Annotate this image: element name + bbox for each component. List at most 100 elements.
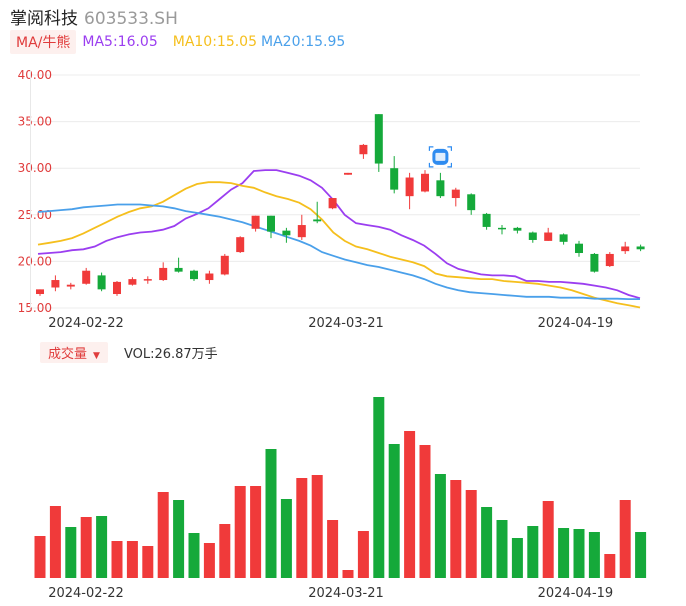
volume-bar [588, 532, 600, 578]
x-tick-label: 2024-03-21 [308, 316, 384, 331]
volume-bar [311, 475, 323, 578]
volume-bar [111, 541, 123, 578]
volume-bar [234, 486, 246, 578]
ma20-line [37, 203, 640, 301]
candle [297, 214, 306, 240]
x-tick-label: 2024-02-22 [48, 316, 124, 331]
candle-body [359, 144, 368, 155]
volume-readout: VOL:26.87万手 [123, 346, 218, 362]
candle-body [267, 215, 275, 232]
candle-body [159, 267, 168, 281]
volume-bar [604, 554, 616, 578]
x-tick-label: 2024-02-22 [48, 586, 124, 601]
candle-body [174, 267, 183, 272]
volume-bar [404, 431, 416, 578]
candle [344, 172, 352, 175]
candle-body [636, 246, 645, 250]
candle-body [143, 279, 152, 281]
candle [113, 280, 121, 296]
volume-legend-bar: 成交量 ▼ VOL:26.87万手 [40, 341, 218, 363]
candle-body [498, 227, 506, 230]
candle-body [575, 243, 583, 254]
volume-bar [542, 501, 554, 578]
volume-bar [327, 520, 339, 578]
volume-bar [203, 543, 215, 578]
price-candlestick-chart[interactable]: 40.00 35.00 30.00 25.00 20.00 15.002024-02-22… [0, 0, 686, 340]
candle [267, 215, 275, 239]
candle [559, 233, 568, 245]
candle-body [544, 232, 553, 241]
candle [544, 227, 553, 241]
candle-body [436, 180, 445, 197]
x-tick-label: 2024-04-19 [538, 586, 614, 601]
candle-body [528, 232, 537, 240]
candle-body [590, 253, 599, 272]
volume-bar [465, 490, 477, 578]
candle-body [513, 227, 522, 231]
candle [143, 276, 152, 284]
candle [390, 156, 399, 194]
candle [621, 241, 630, 254]
volume-bar [280, 499, 292, 578]
ma-toggle-button[interactable]: MA/牛熊 [10, 30, 77, 54]
candle-body [190, 270, 198, 280]
volume-bar [34, 536, 46, 578]
candle-body [297, 225, 306, 238]
candle-body [113, 281, 121, 295]
volume-bar [481, 507, 493, 578]
volume-bar [527, 526, 539, 578]
stock-name: 掌阅科技 [10, 9, 78, 29]
candle [590, 253, 599, 273]
volume-bar [450, 480, 462, 578]
candle [36, 289, 44, 296]
candle [498, 225, 506, 235]
badge-inner [435, 152, 446, 161]
volume-bar [434, 474, 446, 578]
candle-body [251, 215, 260, 229]
ma10-line [37, 181, 641, 309]
x-tick-label: 2024-04-19 [538, 316, 614, 331]
candle [97, 272, 106, 292]
volume-bar [635, 532, 647, 578]
candle-body [451, 189, 460, 199]
volume-bar [219, 524, 231, 578]
candle [236, 236, 245, 254]
candle-body [559, 234, 568, 242]
news-badge-icon[interactable] [428, 146, 452, 168]
volume-bar [619, 500, 631, 578]
candle-body [282, 230, 291, 236]
candle-body [482, 213, 491, 227]
volume-indicator-dropdown[interactable]: 成交量 ▼ [40, 341, 108, 363]
stock-title: 掌阅科技 603533.SH [10, 4, 178, 29]
candle-body [51, 280, 60, 288]
candle-body [97, 275, 106, 290]
volume-bar [296, 478, 308, 578]
candle [513, 226, 522, 234]
candle [528, 231, 537, 243]
volume-bar [419, 445, 431, 578]
candle [220, 253, 229, 276]
candle [467, 193, 476, 215]
candle [421, 170, 429, 193]
candle-body [405, 177, 414, 197]
candle-body [205, 273, 214, 281]
volume-bar [126, 541, 138, 578]
candle [313, 201, 322, 224]
volume-bar [265, 449, 277, 578]
ma5-label: MA5:16.05 [82, 34, 158, 50]
volume-bar [388, 444, 400, 578]
candle-body [390, 168, 399, 190]
candle [190, 269, 198, 281]
caret-down-icon: ▼ [93, 350, 100, 361]
volume-bar [511, 538, 523, 578]
candle [605, 252, 614, 267]
volume-bar [173, 500, 185, 578]
candle [451, 187, 460, 207]
y-tick-label: 15.00 [18, 301, 52, 315]
candle [251, 215, 260, 232]
candle-body [36, 289, 44, 295]
volume-bar [188, 533, 200, 578]
candle [174, 257, 183, 273]
candle [66, 282, 75, 290]
candle [205, 270, 214, 284]
